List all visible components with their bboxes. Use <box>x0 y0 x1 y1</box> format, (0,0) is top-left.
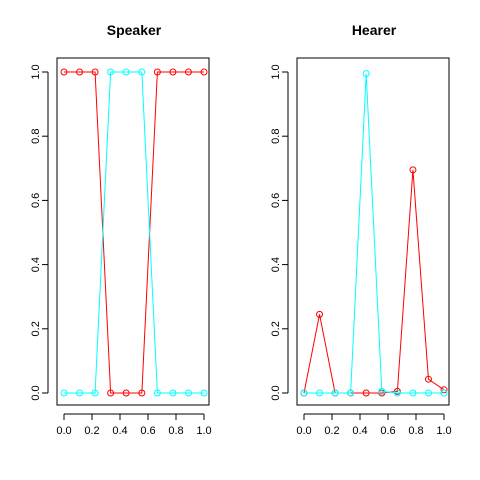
y-tick-label: 0.2 <box>30 321 42 336</box>
data-point <box>378 387 386 395</box>
series-line <box>304 73 444 394</box>
data-point <box>200 389 208 397</box>
data-point <box>331 389 339 397</box>
data-point <box>200 68 208 76</box>
data-point <box>107 68 115 76</box>
data-point <box>409 166 417 174</box>
series-line <box>64 71 204 394</box>
data-point <box>60 68 68 76</box>
x-tick-label: 0.4 <box>352 425 367 437</box>
data-point <box>138 389 146 397</box>
data-point <box>362 70 370 78</box>
data-point <box>393 389 401 397</box>
y-tick-label: 0.0 <box>30 385 42 400</box>
data-point <box>122 68 130 76</box>
x-tick-label: 0.6 <box>140 425 155 437</box>
data-point <box>424 375 432 383</box>
data-point <box>76 68 84 76</box>
y-tick-label: 0.2 <box>270 321 282 336</box>
data-point <box>316 310 324 318</box>
data-point <box>184 389 192 397</box>
data-point <box>91 389 99 397</box>
plot-frame <box>56 57 210 406</box>
data-point <box>409 389 417 397</box>
data-point <box>347 389 355 397</box>
y-tick-label: 0.4 <box>270 257 282 272</box>
data-point <box>122 389 130 397</box>
data-point <box>107 389 115 397</box>
data-point <box>91 68 99 76</box>
x-tick-label: 0.8 <box>408 425 423 437</box>
data-point <box>138 68 146 76</box>
y-tick-label: 0.4 <box>30 257 42 272</box>
series-line <box>303 169 445 394</box>
x-tick-label: 0.4 <box>112 425 127 437</box>
chart-title: Hearer <box>352 22 397 38</box>
x-tick-label: 0.6 <box>380 425 395 437</box>
y-tick-label: 0.8 <box>270 129 282 144</box>
x-tick-label: 1.0 <box>196 425 211 437</box>
data-point <box>362 389 370 397</box>
data-point <box>169 68 177 76</box>
y-tick-label: 0.8 <box>30 129 42 144</box>
y-tick-label: 0.6 <box>30 193 42 208</box>
data-point <box>60 389 68 397</box>
x-tick-label: 0.0 <box>296 425 311 437</box>
x-tick-label: 0.2 <box>324 425 339 437</box>
x-tick-label: 1.0 <box>436 425 451 437</box>
data-point <box>424 389 432 397</box>
y-tick-label: 0.6 <box>270 193 282 208</box>
y-tick-label: 1.0 <box>270 64 282 79</box>
data-point <box>300 389 308 397</box>
x-tick-label: 0.2 <box>84 425 99 437</box>
plot-frame <box>296 57 450 406</box>
chart-panel-hearer: Hearer 0.0 0.2 0.4 0.6 0.8 1.0 0.0 0.2 0.4 0.6 0.8 1… <box>270 22 452 437</box>
data-point <box>76 389 84 397</box>
data-point <box>440 389 448 397</box>
data-point <box>184 68 192 76</box>
data-point <box>153 68 161 76</box>
y-tick-label: 0.0 <box>270 385 282 400</box>
data-point <box>169 389 177 397</box>
y-tick-label: 1.0 <box>30 64 42 79</box>
chart-panel-speaker: Speaker 0.0 0.2 0.4 0.6 0.8 1.0 0.0 0.2 0.4 0.6 0.8… <box>30 22 212 437</box>
chart-title: Speaker <box>107 22 162 38</box>
x-tick-label: 0.0 <box>56 425 71 437</box>
data-point <box>316 389 324 397</box>
data-point <box>153 389 161 397</box>
series-line <box>64 71 204 394</box>
x-tick-label: 0.8 <box>168 425 183 437</box>
